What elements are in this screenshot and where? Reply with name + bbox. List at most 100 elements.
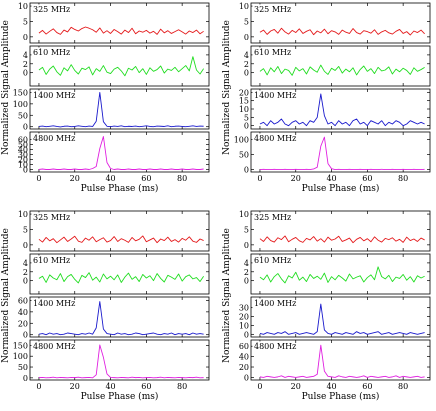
bottom-left-1400-mhz-ytick-label-3: 60	[18, 296, 28, 305]
bottom-left-4800-mhz-ytick-label-3: 150	[13, 341, 28, 350]
bottom-right-325-mhz-band-label: 325 MHz	[254, 213, 291, 222]
top-left-4800-mhz-ytick-label-2: 20	[18, 156, 28, 165]
bottom-left-1400-mhz-band-label: 1400 MHz	[33, 299, 75, 308]
bottom-left-610-mhz-frame	[29, 253, 210, 295]
bottom-right-4800-mhz-frame	[250, 339, 431, 381]
top-left-ylabel: Normalized Signal Amplitude	[1, 20, 11, 155]
top-left-610-mhz-ytick-label-1: 2	[23, 60, 28, 69]
top-left-610-mhz-series-line	[38, 56, 205, 77]
top-right-1400-mhz-ytick-label-3: 15	[239, 97, 249, 106]
top-left-1400-mhz-ytick-label-2: 100	[13, 100, 28, 109]
bottom-left-xtick-label-0: 0	[36, 382, 41, 391]
top-right-325-mhz-ytick-label-0: 0	[244, 33, 249, 42]
bottom-right-325-mhz-series-line	[259, 235, 425, 244]
bottom-left-4800-mhz-ytick-label-1: 50	[18, 363, 28, 372]
bottom-right-xtick-label-4: 80	[398, 382, 408, 391]
top-left-4800-mhz-band-label-bg	[31, 133, 74, 143]
top-right-610-mhz-ytick-label-0: 0	[244, 69, 249, 78]
bottom-right-325-mhz-ytick-label-1: 5	[244, 225, 249, 234]
top-left-4800-mhz-ytick-label-0: 0	[23, 166, 28, 175]
bottom-right-xlabel: Pulse Phase (ms)	[302, 391, 380, 402]
top-right-610-mhz-band-label-bg	[252, 47, 290, 57]
top-left-1400-mhz-series-line	[38, 91, 204, 128]
bottom-right-xtick-label-3: 60	[362, 382, 372, 391]
top-left-1400-mhz-ytick-label-0: 0	[23, 123, 28, 132]
top-left-xtick-label-3: 60	[141, 174, 151, 183]
bottom-left-610-mhz-ytick-label-0: 0	[23, 277, 28, 286]
bottom-left-610-mhz-series-line	[38, 272, 205, 284]
bottom-right-xtick-label-2: 40	[326, 382, 336, 391]
top-right-1400-mhz-ytick-label-0: 0	[244, 122, 249, 131]
top-right-xtick-label-1: 20	[291, 174, 301, 183]
bottom-left-xlabel: Pulse Phase (ms)	[81, 391, 159, 402]
bottom-left-4800-mhz-frame	[29, 339, 210, 381]
bottom-left-1400-mhz-band-label-bg	[31, 298, 74, 308]
top-left-325-mhz-ytick-label-2: 10	[18, 2, 28, 11]
top-left-4800-mhz-ytick-label-1: 10	[18, 161, 28, 170]
top-right-4800-mhz-frame	[250, 131, 431, 173]
bottom-right-1400-mhz-series-line	[259, 303, 425, 335]
bottom-right-610-mhz-frame	[250, 253, 431, 295]
bottom-left-1400-mhz-ytick-label-2: 40	[18, 308, 28, 317]
bottom-right-4800-mhz-ytick-label-2: 40	[239, 353, 249, 362]
bottom-left-610-mhz-ytick-label-1: 2	[23, 268, 28, 277]
top-right-ylabel: Normalized Signal Amplitude	[222, 20, 232, 155]
bottom-right-1400-mhz-band-label-bg	[252, 298, 295, 308]
top-right-4800-mhz-ytick-label-0: 0	[244, 166, 249, 175]
top-right-xtick-label-3: 60	[362, 174, 372, 183]
top-left-4800-mhz-series-line	[38, 136, 204, 170]
top-right-1400-mhz-ytick-label-4: 20	[239, 88, 249, 97]
bottom-right-1400-mhz-ytick-label-2: 20	[239, 313, 249, 322]
bottom-left-xtick-label-2: 40	[105, 382, 115, 391]
bottom-right-4800-mhz-ytick-label-3: 60	[239, 342, 249, 351]
top-left-325-mhz-ytick-label-1: 5	[23, 17, 28, 26]
top-left-1400-mhz-ytick-label-3: 150	[13, 88, 28, 97]
top-right-610-mhz-series-line	[259, 64, 425, 76]
top-left-610-mhz-frame	[29, 45, 210, 87]
top-left-4800-mhz-ytick-label-4: 40	[18, 146, 28, 155]
top-left-325-mhz-ytick-label-0: 0	[23, 33, 28, 42]
bottom-right-610-mhz-ytick-label-2: 4	[244, 259, 249, 268]
top-right-4800-mhz-band-label: 4800 MHz	[254, 134, 296, 143]
bottom-left-325-mhz-band-label-bg	[31, 212, 69, 222]
top-left-610-mhz-band-label-bg	[31, 47, 69, 57]
bottom-left-325-mhz-frame	[29, 210, 210, 252]
top-right-325-mhz-band-label: 325 MHz	[254, 5, 291, 14]
top-left-325-mhz-band-label: 325 MHz	[33, 5, 70, 14]
bottom-right-xtick-label-1: 20	[291, 382, 301, 391]
bottom-left-610-mhz-band-label: 610 MHz	[33, 256, 70, 265]
top-left-4800-mhz-frame	[29, 131, 210, 173]
bottom-right-4800-mhz-band-label-bg	[252, 341, 295, 351]
bottom-right-xtick-label-0: 0	[257, 382, 262, 391]
top-left-610-mhz-ytick-label-0: 0	[23, 69, 28, 78]
bottom-right-610-mhz-ytick-label-0: 0	[244, 277, 249, 286]
bottom-right-ylabel: Normalized Signal Amplitude	[222, 228, 232, 363]
bottom-right-1400-mhz-ytick-label-0: 0	[244, 330, 249, 339]
top-right-xtick-label-4: 80	[398, 174, 408, 183]
top-left-610-mhz-band-label: 610 MHz	[33, 48, 70, 57]
top-right-xtick-label-2: 40	[326, 174, 336, 183]
top-left-xlabel: Pulse Phase (ms)	[81, 183, 159, 194]
top-left-325-mhz-series-line	[38, 26, 204, 35]
bottom-left-325-mhz-ytick-label-2: 10	[18, 210, 28, 219]
bottom-right-325-mhz-frame	[250, 210, 431, 252]
top-right-4800-mhz-band-label-bg	[252, 133, 295, 143]
top-left-xtick-label-1: 20	[70, 174, 80, 183]
bottom-right-610-mhz-ytick-label-1: 2	[244, 268, 249, 277]
bottom-right-610-mhz-band-label-bg	[252, 255, 290, 265]
top-right-325-mhz-band-label-bg	[252, 4, 290, 14]
bottom-right-4800-mhz-band-label: 4800 MHz	[254, 342, 296, 351]
top-left-1400-mhz-band-label-bg	[31, 90, 74, 100]
bottom-left-xtick-label-3: 60	[141, 382, 151, 391]
bottom-right-325-mhz-band-label-bg	[252, 212, 290, 222]
top-left-325-mhz-band-label-bg	[31, 4, 69, 14]
bottom-left-610-mhz-ytick-label-2: 4	[23, 259, 28, 268]
top-left-1400-mhz-ytick-label-1: 50	[18, 111, 28, 120]
bottom-right-1400-mhz-band-label: 1400 MHz	[254, 299, 296, 308]
bottom-left-325-mhz-band-label: 325 MHz	[33, 213, 70, 222]
top-left-610-mhz-ytick-label-2: 4	[23, 51, 28, 60]
top-right-4800-mhz-series-line	[259, 136, 425, 171]
bottom-left-1400-mhz-ytick-label-1: 20	[18, 319, 28, 328]
top-left-1400-mhz-band-label: 1400 MHz	[33, 91, 75, 100]
bottom-right-1400-mhz-ytick-label-1: 10	[239, 321, 249, 330]
